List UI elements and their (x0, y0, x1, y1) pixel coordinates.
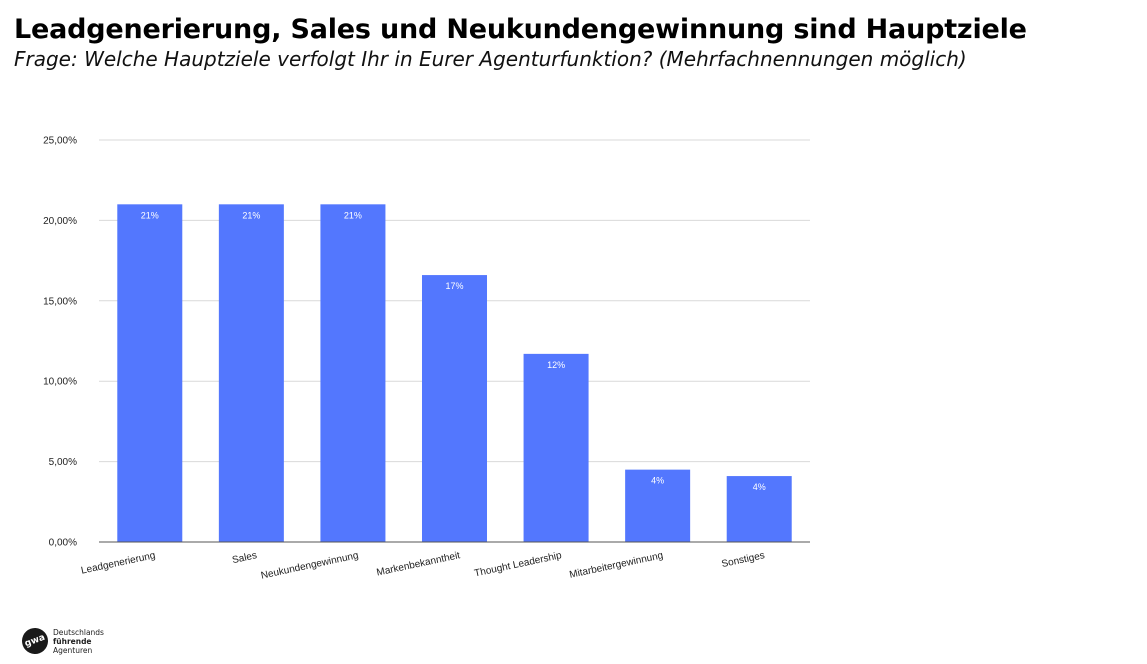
y-tick-label: 15,00% (43, 296, 77, 307)
data-label: 21% (242, 210, 260, 220)
x-tick-label: Thought Leadership (473, 550, 563, 579)
x-tick-label: Sonstiges (721, 550, 766, 570)
bar (726, 476, 792, 542)
x-tick-label: Leadgenerierung (80, 550, 156, 576)
bar (421, 275, 488, 542)
page-title: Leadgenerierung, Sales und Neukundengewi… (14, 14, 1027, 45)
bar (625, 469, 691, 542)
bar (117, 204, 183, 542)
gwa-logo-text: Deutschlands führende Agenturen (53, 628, 104, 655)
data-label: 21% (344, 210, 362, 220)
x-tick-label: Sales (231, 550, 258, 566)
page-subtitle: Frage: Welche Hauptziele verfolgt Ihr in… (14, 47, 967, 71)
data-label: 4% (753, 482, 766, 492)
x-tick-label: Markenbekanntheit (376, 550, 462, 578)
y-tick-label: 25,00% (43, 136, 77, 147)
logo-line-3: Agenturen (53, 645, 93, 655)
bar (320, 204, 386, 542)
data-label: 17% (445, 281, 463, 291)
x-tick-label: Neukundengewinnung (260, 550, 360, 581)
data-label: 4% (651, 476, 664, 486)
bar (523, 353, 589, 542)
data-label: 12% (547, 360, 565, 370)
logo-line-1: Deutschlands (53, 627, 104, 637)
gwa-logo: gwa Deutschlands führende Agenturen (18, 624, 104, 658)
y-tick-label: 20,00% (43, 216, 77, 227)
y-tick-label: 10,00% (43, 377, 77, 388)
data-label: 21% (141, 210, 159, 220)
bar (218, 204, 284, 542)
x-tick-label: Mitarbeitergewinnung (568, 550, 664, 581)
logo-line-2: führende (53, 636, 92, 646)
y-tick-label: 5,00% (49, 457, 77, 468)
y-tick-label: 0,00% (49, 538, 77, 549)
gwa-logo-icon: gwa (18, 624, 52, 658)
